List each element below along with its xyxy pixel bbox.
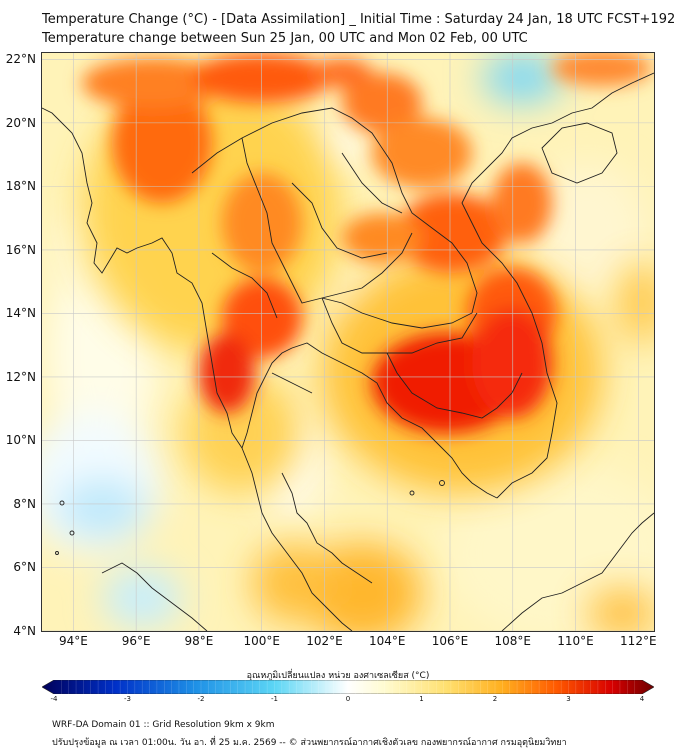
coastlines-borders [42, 72, 654, 631]
colorbar [41, 679, 655, 695]
lon-label: 104°E [368, 634, 406, 648]
lon-label: 96°E [121, 634, 151, 648]
lon-label: 106°E [431, 634, 469, 648]
footer-credit: ปรับปรุงข้อมูล ณ เวลา 01:00น. วัน อา. ที… [52, 738, 567, 748]
field-hot-cores [82, 53, 652, 433]
colorbar-title: อุณหภูมิเปลี่ยนแปลง หน่วย องศาเซลเซียส (… [246, 671, 430, 681]
lon-label: 100°E [243, 634, 280, 648]
lon-label: 98°E [184, 634, 214, 648]
colorbar-svg [41, 679, 655, 695]
colorbar-tick: 3 [566, 695, 571, 703]
colorbar-segments [61, 680, 635, 694]
lon-label: 94°E [58, 634, 88, 648]
lat-label: 20°N [5, 115, 36, 130]
lon-label: 102°E [306, 634, 343, 648]
colorbar-tick: -3 [124, 695, 131, 703]
lat-label: 10°N [5, 433, 36, 448]
lat-label: 18°N [5, 179, 36, 194]
lat-label: 6°N [13, 560, 36, 575]
colorbar-tick: 1 [419, 695, 424, 703]
colorbar-tick: 2 [492, 695, 498, 703]
footer-model-info: WRF-DA Domain 01 :: Grid Resolution 9km … [52, 720, 275, 730]
lat-label: 8°N [13, 496, 36, 511]
lon-label: 110°E [557, 634, 594, 648]
lat-label: 4°N [13, 624, 36, 638]
lat-label: 16°N [5, 242, 36, 257]
map-canvas [42, 53, 654, 631]
temperature-change-map [41, 52, 655, 632]
map-title-line-1: Temperature Change (°C) - [Data Assimila… [42, 12, 676, 27]
colorbar-tick: -1 [271, 695, 278, 703]
colorbar-tick: -4 [50, 695, 58, 703]
lat-label: 12°N [5, 369, 36, 384]
lon-label: 112°E [620, 634, 657, 648]
lon-label: 108°E [494, 634, 532, 648]
lat-label: 14°N [5, 306, 36, 321]
colorbar-tick: -2 [197, 695, 205, 703]
colorbar-tick: 0 [345, 695, 351, 703]
map-title-line-2: Temperature change between Sun 25 Jan, 0… [42, 31, 528, 46]
colorbar-tick: 4 [639, 695, 645, 703]
lat-label: 22°N [5, 52, 36, 67]
